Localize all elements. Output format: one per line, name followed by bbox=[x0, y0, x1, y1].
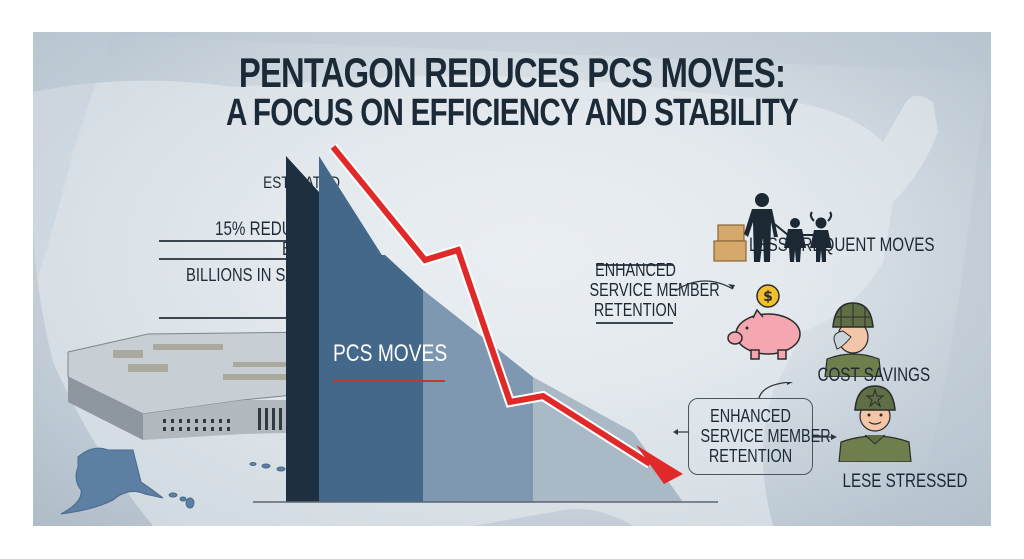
trend-arrow-line bbox=[330, 145, 652, 467]
bar-2b bbox=[385, 255, 423, 502]
bar-label-underline bbox=[333, 380, 445, 382]
divider bbox=[159, 240, 302, 242]
bar-1 bbox=[286, 156, 319, 502]
arrow-right-icon bbox=[813, 434, 837, 440]
bar-label: PCS MOVES bbox=[333, 340, 448, 367]
happy-soldier-icon bbox=[838, 385, 912, 462]
less-stressed-label: LESE STRESSED bbox=[842, 471, 968, 492]
divider bbox=[596, 322, 673, 324]
pcs-moves-chart bbox=[253, 143, 718, 503]
svg-text:$: $ bbox=[763, 289, 773, 305]
divider bbox=[596, 264, 673, 266]
page-title: PENTAGON REDUCES PCS MOVES: bbox=[238, 49, 786, 96]
retention-box bbox=[688, 398, 813, 475]
trend-arrow-head-icon bbox=[636, 445, 683, 484]
divider bbox=[159, 317, 302, 319]
page-subtitle: A FOCUS ON EFFICIENCY AND STABILITY bbox=[225, 92, 799, 134]
box-connectors-icon bbox=[673, 382, 822, 437]
retention-annotation-box: ENHANCED SERVICE MEMBER RETENTION bbox=[700, 406, 831, 466]
retention-annotation-top: ENHANCED SERVICE MEMBER RETENTION bbox=[589, 260, 720, 320]
piggy-bank-coin-icon: $ bbox=[727, 284, 801, 360]
bar-2 bbox=[319, 156, 385, 502]
less-frequent-moves-label: LESS FREQUENT MOVES bbox=[749, 235, 935, 256]
bar-3 bbox=[423, 290, 533, 502]
family-with-boxes-icon bbox=[713, 193, 833, 262]
pentagon-building-icon bbox=[60, 331, 324, 515]
divider bbox=[159, 258, 302, 260]
connector-arrow-icon bbox=[674, 280, 735, 292]
tired-soldier-icon bbox=[824, 302, 882, 377]
infographic-frame: PENTAGON REDUCES PCS MOVES: A FOCUS ON E… bbox=[33, 32, 991, 526]
